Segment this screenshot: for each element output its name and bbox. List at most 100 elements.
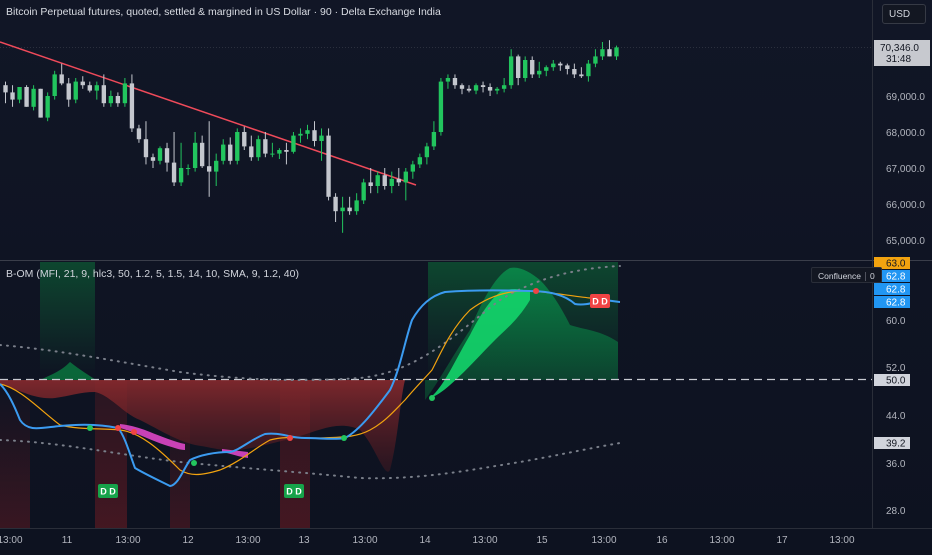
candle-bull	[410, 164, 416, 172]
trendline[interactable]	[0, 41, 417, 186]
candle-bull	[494, 88, 500, 91]
time-label: 11	[62, 535, 73, 546]
time-label: 16	[656, 535, 668, 546]
candle-bear	[150, 157, 156, 161]
candle-bear	[59, 74, 64, 84]
candle-bull	[508, 56, 514, 86]
price-tick: 68,000.0	[886, 128, 925, 139]
candle-bear	[558, 63, 563, 66]
indicator-title[interactable]: B-OM (MFI, 21, 9, hlc3, 50, 1.2, 5, 1.5,…	[6, 268, 299, 280]
time-label: 13:00	[591, 535, 616, 546]
candle-bull	[108, 96, 114, 104]
candle-bear	[572, 69, 577, 75]
candle-bull	[277, 150, 282, 154]
candle-bull	[17, 87, 22, 100]
candle-bull	[445, 78, 451, 82]
signal-label-dd-3[interactable]: D D	[590, 294, 610, 308]
confluence-label: Confluence	[818, 271, 862, 281]
candle-bear	[249, 146, 254, 158]
candle-bull	[431, 132, 437, 147]
indicator-tick: 52.0	[886, 363, 906, 374]
candle-bear	[368, 182, 373, 186]
candle-bear	[129, 83, 135, 129]
candle-bull	[593, 56, 598, 64]
svg-text:31:48: 31:48	[886, 54, 911, 65]
svg-text:D D: D D	[286, 487, 302, 497]
time-label: 13:00	[472, 535, 497, 546]
time-label: 12	[182, 535, 194, 546]
price-tick: 67,000.0	[886, 164, 925, 175]
candle-bull	[424, 146, 430, 158]
candle-bear	[171, 162, 177, 183]
indicator-tags: 63.0 62.8 62.8 62.8 50.0 39.2	[874, 257, 910, 450]
candle-bull	[178, 168, 184, 183]
candle-bull	[185, 168, 191, 169]
svg-text:D D: D D	[592, 297, 608, 307]
candles	[3, 40, 619, 233]
candle-bear	[487, 87, 493, 91]
currency-button[interactable]: USD	[882, 4, 926, 24]
price-tick: 65,000.0	[886, 236, 925, 247]
signal-label-dd-1[interactable]: D D	[98, 484, 118, 498]
time-label: 13	[298, 535, 310, 546]
indicator-axis[interactable]: 60.0 52.0 44.0 36.0 28.0	[886, 316, 906, 517]
candle-bull	[551, 63, 556, 68]
candle-bear	[263, 139, 268, 154]
candle-bear	[136, 128, 142, 140]
candle-bull	[94, 85, 99, 91]
candle-bear	[24, 87, 29, 107]
svg-text:50.0: 50.0	[886, 376, 906, 387]
candle-bear	[10, 92, 15, 100]
confluence-separator	[865, 272, 867, 282]
candle-bear	[38, 88, 43, 118]
candle-bull	[270, 153, 275, 155]
candle-bear	[515, 56, 521, 78]
candle-bull	[157, 148, 163, 161]
candle-bear	[164, 148, 170, 163]
candle-bear	[115, 96, 121, 104]
candle-bull	[614, 47, 619, 57]
candle-bear	[530, 60, 535, 75]
candle-bear	[101, 85, 107, 104]
candle-bear	[459, 85, 465, 89]
candle-bear	[347, 207, 352, 212]
indicator-tick: 44.0	[886, 411, 906, 422]
candle-bull	[214, 160, 219, 172]
indicator-tick: 28.0	[886, 506, 906, 517]
candle-bull	[73, 81, 78, 100]
candle-bull	[256, 139, 261, 158]
candle-bull	[340, 207, 345, 212]
svg-text:D D: D D	[100, 487, 116, 497]
candle-bull	[389, 178, 394, 186]
candle-bull	[192, 142, 198, 168]
svg-text:39.2: 39.2	[886, 439, 906, 450]
cross-markers	[87, 288, 539, 466]
indicator-tick: 60.0	[886, 316, 906, 327]
candle-bull	[403, 171, 408, 183]
confluence-badge[interactable]: Confluence 0	[811, 267, 882, 283]
price-axis[interactable]: 69,000.0 68,000.0 67,000.0 66,000.0 65,0…	[886, 92, 925, 247]
last-price-tag: 70,346.0 31:48	[874, 40, 930, 66]
upper-band-dots	[0, 265, 621, 381]
time-label: 13:00	[115, 535, 140, 546]
symbol-title[interactable]: Bitcoin Perpetual futures, quoted, settl…	[6, 6, 441, 18]
candle-bear	[206, 166, 212, 172]
signal-label-dd-2[interactable]: D D	[284, 484, 304, 498]
svg-text:62.8: 62.8	[886, 298, 906, 309]
candle-bear	[382, 175, 387, 186]
bull-zone-bright	[430, 289, 530, 398]
candle-bull	[375, 175, 380, 186]
candle-bear	[326, 135, 331, 197]
candle-bear	[228, 144, 233, 161]
candle-bear	[579, 74, 584, 77]
candle-bull	[235, 132, 240, 161]
candle-bear	[242, 132, 247, 147]
time-axis[interactable]: 13:00 11 13:00 12 13:00 13 13:00 14 13:0…	[0, 535, 855, 546]
candle-bear	[143, 139, 149, 158]
svg-text:62.8: 62.8	[886, 285, 906, 296]
candle-bear	[284, 150, 289, 152]
bear-zone-fill	[0, 380, 405, 472]
candle-bull	[298, 133, 303, 136]
svg-text:70,346.0: 70,346.0	[880, 43, 919, 54]
